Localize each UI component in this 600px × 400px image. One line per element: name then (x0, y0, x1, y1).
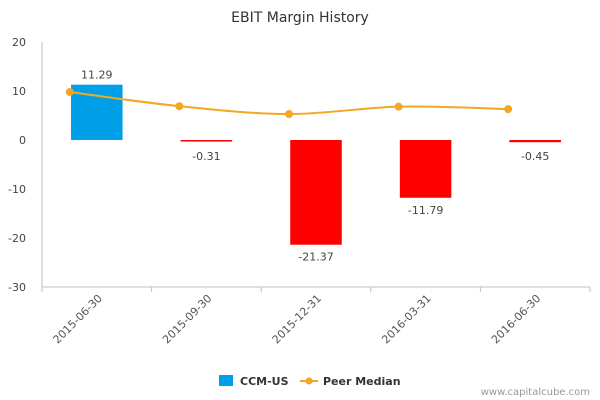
peer-median-point (285, 110, 293, 119)
bar (290, 140, 342, 245)
bar-series (71, 84, 561, 245)
data-label: -0.31 (192, 150, 220, 163)
x-tick-label: 2015-09-30 (160, 292, 214, 346)
watermark: www.capitalcube.com (481, 387, 590, 398)
x-tick-label: 2016-03-31 (379, 292, 433, 346)
bar (180, 140, 233, 142)
peer-median-point (504, 105, 513, 114)
peer-median-point (175, 102, 184, 111)
peer-median-point (394, 102, 403, 111)
y-tick-label: 20 (12, 36, 26, 49)
data-label: -0.45 (521, 150, 549, 163)
bar (399, 140, 452, 198)
legend-bar-label: CCM-US (240, 375, 289, 388)
x-tick-label: 2016-06-30 (489, 292, 543, 346)
x-tick-label: 2015-06-30 (51, 292, 105, 346)
bar (509, 140, 561, 143)
y-tick-label: 0 (19, 134, 26, 147)
peer-median-point (65, 87, 74, 96)
chart-title: EBIT Margin History (231, 10, 369, 26)
y-tick-label: 10 (12, 85, 26, 98)
x-tick-label: 2015-12-31 (270, 292, 324, 346)
legend-line-marker (305, 377, 313, 385)
legend[interactable]: CCM-US Peer Median (219, 375, 401, 388)
data-label: -21.37 (298, 251, 333, 264)
data-labels: 11.29 -0.31 -21.37 -11.79 -0.45 (81, 69, 549, 264)
data-label: -11.79 (408, 204, 443, 217)
y-tick-label: -30 (8, 281, 26, 294)
y-tick-label: -10 (8, 183, 26, 196)
line-series (65, 87, 513, 119)
y-tick-label: -20 (8, 232, 26, 245)
data-label: 11.29 (81, 69, 113, 82)
legend-bar-swatch (219, 375, 233, 386)
legend-line-label: Peer Median (323, 375, 401, 388)
